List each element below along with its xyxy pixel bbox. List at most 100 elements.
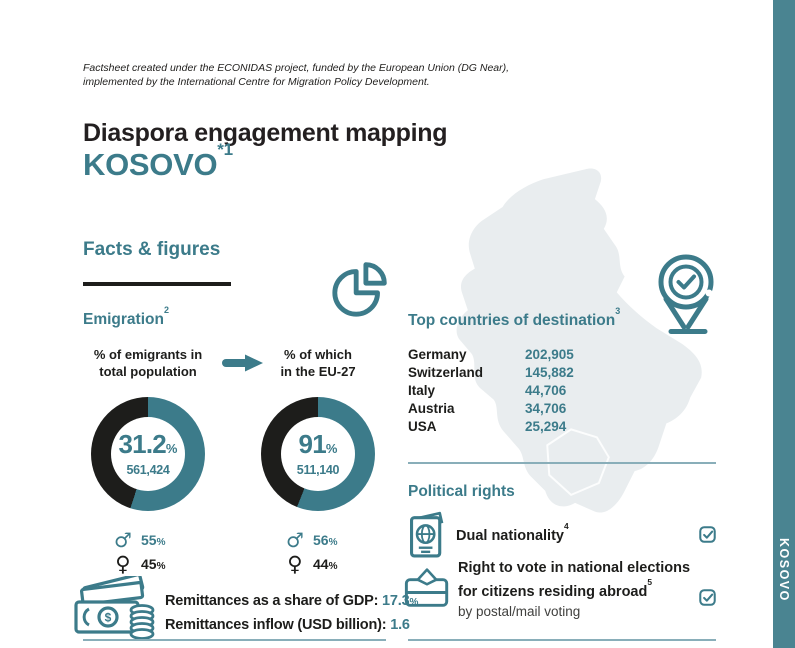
checkbox-checked-icon	[699, 526, 716, 548]
left-column-divider	[83, 639, 386, 641]
female-percent-value: 44	[313, 556, 329, 572]
male-percent: 55%	[141, 532, 165, 548]
donut-chart-eu27: 91% 511,140	[261, 397, 375, 511]
political-rights-heading: Political rights	[408, 483, 515, 500]
female-row: ♀ 44%	[282, 552, 382, 576]
destinations-heading: Top countries of destination3	[408, 306, 620, 330]
checkbox-checked-icon	[699, 589, 716, 611]
female-icon: ♀	[115, 552, 131, 576]
country-tab-label: KOSOVO	[777, 538, 791, 602]
table-row: Austria 34,706	[408, 399, 574, 417]
donut2-percent-unit: %	[325, 441, 338, 456]
destination-country: USA	[408, 418, 437, 434]
donut1-percent: 31.2%	[119, 431, 178, 462]
chart2-label-line1: % of which	[284, 347, 352, 362]
destination-country: Switzerland	[408, 364, 484, 380]
credit-text: Factsheet created under the ECONIDAS pro…	[83, 61, 509, 89]
remittance-gdp-value: 17.3	[382, 593, 410, 609]
facts-figures-heading: Facts & figures	[83, 239, 221, 260]
kosovo-outline	[546, 428, 610, 497]
credit-line-2: implemented by the International Centre …	[83, 76, 430, 88]
destinations-label: Top countries of destination	[408, 312, 616, 330]
credit-line-1: Factsheet created under the ECONIDAS pro…	[83, 62, 510, 74]
female-percent-unit: %	[328, 561, 338, 572]
chart2-label: % of which in the EU-27	[238, 346, 398, 380]
ballot-box-icon	[404, 565, 450, 614]
map-silhouette	[456, 168, 702, 513]
destination-country: Austria	[408, 400, 455, 416]
male-icon: ♂	[114, 528, 132, 552]
location-pin-icon	[651, 251, 721, 340]
female-icon: ♀	[287, 552, 303, 576]
pie-chart-icon	[329, 257, 395, 324]
remittance-gdp-unit: %	[409, 597, 419, 608]
destinations-footnote: 3	[615, 306, 621, 317]
vote-right-subtitle: by postal/mail voting	[458, 603, 581, 619]
donut1-center: 31.2% 561,424	[111, 417, 185, 491]
remittance-inflow-value: 1.6	[390, 617, 410, 633]
destination-value: 25,294	[525, 418, 567, 434]
destination-country: Germany	[408, 346, 467, 362]
female-percent-unit: %	[156, 561, 166, 572]
donut2-count: 511,140	[296, 463, 340, 477]
remittance-gdp-label: Remittances as a share of GDP:	[165, 593, 383, 609]
donut1-percent-value: 31.2	[118, 429, 167, 459]
dual-nationality-label: Dual nationality4	[456, 521, 569, 544]
svg-text:$: $	[105, 611, 112, 625]
female-percent: 44%	[313, 556, 337, 572]
chart2-label-line2: in the EU-27	[280, 364, 356, 379]
male-percent-value: 55	[141, 532, 157, 548]
country-footnote: *1	[217, 140, 233, 160]
serbia-kosovo-map	[448, 166, 716, 531]
female-percent-value: 45	[141, 556, 157, 572]
dual-nationality-footnote: 4	[563, 521, 569, 532]
right-column-divider-bottom	[408, 639, 716, 641]
destination-value: 202,905	[525, 346, 574, 362]
chart1-label-line1: % of emigrants in	[93, 347, 203, 362]
donut1-percent-unit: %	[165, 441, 178, 456]
vote-right-footnote: 5	[647, 577, 653, 588]
destination-country: Italy	[408, 382, 436, 398]
table-row: Germany 202,905	[408, 345, 574, 363]
right-column-divider-top	[408, 462, 716, 464]
gender-split-chart2: ♂ 56% ♀ 44%	[282, 528, 382, 576]
chart1-label-line2: total population	[99, 364, 197, 379]
country-name: KOSOVO	[83, 147, 218, 182]
remittances-text: Remittances as a share of GDP: 17.3% Rem…	[165, 590, 418, 636]
table-row: Italy 44,706	[408, 381, 574, 399]
country-title: KOSOVO*1	[83, 140, 233, 183]
country-tab: KOSOVO	[773, 0, 795, 648]
emigration-footnote: 2	[163, 305, 169, 316]
vote-right-line2: for citizens residing abroad5	[458, 577, 690, 602]
male-icon: ♂	[286, 528, 304, 552]
emigration-heading: Emigration2	[83, 305, 169, 329]
dual-nationality-text: Dual nationality	[456, 527, 564, 544]
page-title: Diaspora engagement mapping	[83, 119, 448, 147]
passport-icon	[407, 510, 447, 565]
male-percent-unit: %	[328, 537, 338, 548]
male-percent-value: 56	[313, 532, 329, 548]
male-percent: 56%	[313, 532, 337, 548]
donut2-center: 91% 511,140	[281, 417, 355, 491]
donut2-percent: 91%	[299, 431, 338, 462]
emigration-label: Emigration	[83, 311, 164, 329]
facts-underline	[83, 282, 231, 286]
donut-chart-total-population: 31.2% 561,424	[91, 397, 205, 511]
donut2-percent-value: 91	[298, 429, 327, 459]
male-percent-unit: %	[156, 537, 166, 548]
table-row: Switzerland 145,882	[408, 363, 574, 381]
chart1-label: % of emigrants in total population	[68, 346, 228, 380]
vote-right-line1: Right to vote in national elections	[458, 560, 691, 576]
destination-value: 34,706	[525, 400, 567, 416]
right-arrow-icon	[221, 353, 265, 378]
donut1-count: 561,424	[126, 463, 170, 477]
destination-value: 145,882	[525, 364, 574, 380]
male-row: ♂ 55%	[110, 528, 210, 552]
male-row: ♂ 56%	[282, 528, 382, 552]
remittance-inflow-label: Remittances inflow (USD billion):	[165, 617, 391, 633]
table-row: USA 25,294	[408, 417, 574, 435]
vote-right-line2-text: for citizens residing abroad	[458, 583, 648, 600]
remittance-gdp-line: Remittances as a share of GDP: 17.3%	[165, 590, 418, 614]
female-row: ♀ 45%	[110, 552, 210, 576]
